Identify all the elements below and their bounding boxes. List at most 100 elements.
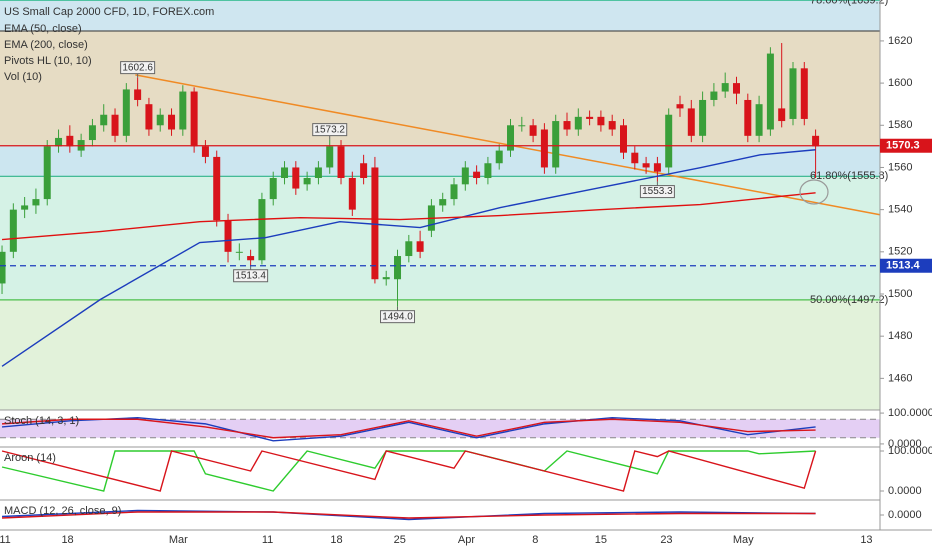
x-tick-label: Apr: [458, 534, 475, 546]
y-tick-label: 100.0000: [888, 445, 932, 457]
price-badge: [880, 258, 932, 273]
x-tick-label: 8: [532, 534, 538, 546]
candle-body: [314, 167, 322, 179]
pivot-label: 1553.3: [642, 186, 673, 197]
x-tick-label: 15: [595, 534, 607, 546]
candle-body: [778, 108, 786, 122]
x-tick-label: 18: [330, 534, 342, 546]
candle-body: [586, 116, 594, 119]
candle-body: [461, 167, 469, 185]
pivot-box: [312, 123, 348, 137]
x-tick-label: 13: [860, 534, 872, 546]
candle-body: [755, 104, 763, 136]
candle-body: [111, 114, 119, 136]
indicator-line: [1, 450, 816, 492]
fib-label: 78.60%(1639.2): [810, 0, 888, 6]
candle-body: [371, 167, 379, 280]
candle-body: [665, 114, 673, 168]
candle-body: [258, 199, 266, 261]
candle-body: [789, 68, 797, 119]
candle-body: [168, 114, 176, 130]
candle-body: [348, 178, 356, 210]
candle-body: [721, 83, 729, 92]
indicator-line: [1, 192, 816, 241]
y-tick-label: 100.0000: [888, 407, 932, 419]
candle-body: [55, 137, 63, 147]
x-tick-label: 23: [660, 534, 672, 546]
fib-zone: [0, 145, 880, 177]
candle-body: [699, 99, 707, 136]
candle-body: [597, 116, 605, 126]
y-tick-label: 1520: [888, 246, 912, 258]
candle-body: [552, 121, 560, 168]
candle-body: [122, 89, 130, 136]
panel-title: MACD (12, 26, close, 9): [4, 505, 121, 517]
candle-body: [642, 163, 650, 168]
hand-drawn-circle: [799, 179, 829, 205]
candle-body: [88, 125, 96, 141]
price-badge: [880, 138, 932, 153]
y-tick-label: 1580: [888, 119, 912, 131]
candle-body: [43, 146, 51, 200]
y-tick-label: 1560: [888, 161, 912, 173]
fib-zone: [0, 299, 880, 410]
candle-body: [235, 251, 243, 253]
y-tick-label: 1480: [888, 330, 912, 342]
indicator-line: [1, 450, 817, 492]
pivot-label: 1573.2: [314, 124, 345, 135]
pivot-box: [120, 61, 156, 75]
indicator-line: [2, 509, 816, 521]
x-tick-label: 11: [0, 534, 11, 546]
y-tick-label: 1600: [888, 77, 912, 89]
candle-body: [540, 129, 548, 168]
candle-body: [766, 53, 774, 130]
pivot-label: 1602.6: [122, 62, 153, 73]
candle-body: [710, 91, 718, 100]
candle-body: [416, 241, 424, 252]
candle-body: [326, 146, 334, 168]
candle-body: [201, 146, 209, 157]
candle-body: [574, 116, 582, 130]
fib-zone: [0, 0, 880, 32]
candle-body: [608, 121, 616, 130]
candle-body: [439, 199, 447, 206]
candle-body: [382, 277, 390, 280]
candle-body: [100, 114, 108, 126]
x-tick-label: 25: [394, 534, 406, 546]
y-tick-label: 1460: [888, 372, 912, 384]
y-tick-label: 0.0000: [888, 438, 922, 450]
candle-body: [653, 163, 661, 172]
candle-body: [247, 256, 255, 261]
chart-title: US Small Cap 2000 CFD, 1D, FOREX.com: [4, 6, 214, 18]
pivot-label: 1494.0: [382, 311, 413, 322]
panel-title: Aroon (14): [4, 452, 56, 464]
candle-body: [529, 125, 537, 136]
candle-body: [507, 125, 515, 151]
indicator-line: [2, 511, 816, 519]
candle-body: [337, 146, 345, 179]
candle-body: [620, 125, 628, 153]
candle-body: [450, 184, 458, 200]
x-tick-label: May: [733, 534, 754, 546]
candle-body: [269, 178, 277, 200]
indicator-line: [1, 418, 816, 439]
indicator-line: [1, 149, 816, 367]
candle-body: [145, 104, 153, 130]
y-tick-label: 1540: [888, 204, 912, 216]
legend-entry: Vol (10): [4, 71, 42, 83]
candle-body: [292, 167, 300, 189]
legend-entry: EMA (50, close): [4, 23, 82, 35]
legend-entry: EMA (200, close): [4, 39, 88, 51]
x-tick-label: 11: [262, 534, 273, 546]
y-tick-label: 1500: [888, 288, 912, 300]
candle-body: [179, 91, 187, 130]
candle-body: [744, 99, 752, 136]
panel-title: Stoch (14, 3, 1): [4, 415, 79, 427]
pivot-box: [639, 185, 675, 199]
candle-body: [190, 91, 198, 147]
candle-body: [213, 156, 221, 221]
candle-body: [360, 163, 368, 179]
y-tick-label: 0.0000: [888, 485, 922, 497]
indicator-line: [1, 417, 816, 442]
